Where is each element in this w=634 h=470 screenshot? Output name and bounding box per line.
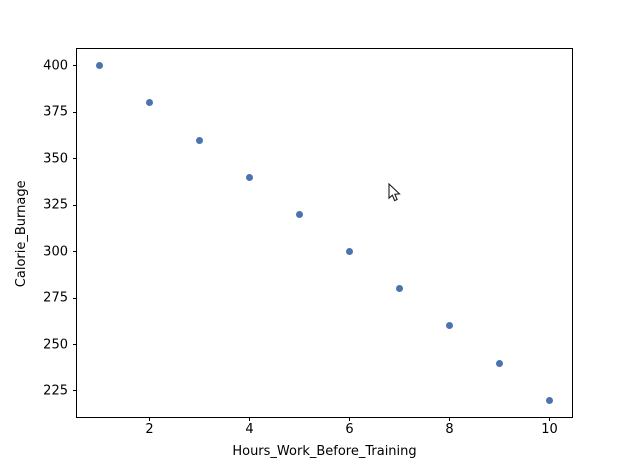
scatter-point [396, 285, 403, 293]
y-tick-mark [73, 390, 77, 392]
scatter-points-layer [77, 49, 572, 417]
scatter-point [146, 99, 153, 107]
x-tick-mark [349, 417, 350, 421]
x-tick-label: 10 [541, 422, 558, 437]
x-tick-label: 4 [245, 422, 254, 437]
scatter-point [446, 322, 453, 330]
y-tick-label: 350 [43, 151, 68, 167]
x-axis-label: Hours_Work_Before_Training [232, 444, 417, 459]
scatter-point [346, 248, 353, 256]
scatter-point [546, 396, 553, 404]
y-tick-label: 225 [43, 383, 68, 399]
scatter-point [196, 136, 203, 144]
x-axis-ticks-layer: 2 4 6 8 10 [77, 49, 572, 436]
y-tick-mark [73, 251, 77, 253]
y-tick-label: 400 [43, 58, 68, 74]
y-tick-mark [73, 344, 77, 345]
y-tick-label: 375 [43, 104, 68, 120]
plot-area: 225 250 275 300 325 350 375 400 2 4 6 8 10 [43, 48, 573, 436]
x-tick-mark [249, 417, 250, 421]
y-tick-mark [73, 65, 77, 67]
x-tick-label: 2 [145, 422, 154, 437]
y-axis-ticks-layer: 225 250 275 300 325 350 375 400 [43, 49, 572, 417]
x-tick-label: 6 [345, 422, 354, 437]
y-axis-label: Calorie_Burnage [14, 180, 30, 288]
y-tick-label: 275 [43, 290, 68, 306]
y-tick-label: 250 [43, 337, 68, 352]
scatter-point [496, 359, 503, 367]
scatter-point [246, 173, 253, 181]
x-tick-label: 8 [445, 422, 454, 437]
x-tick-mark [549, 417, 550, 421]
scatter-point [296, 210, 303, 218]
y-tick-mark [73, 297, 77, 299]
scatter-point [96, 62, 103, 70]
y-tick-mark [73, 204, 77, 206]
y-tick-label: 300 [43, 244, 68, 260]
y-tick-label: 325 [43, 197, 68, 213]
x-tick-mark [149, 417, 150, 421]
y-tick-mark [73, 111, 77, 113]
x-tick-mark [449, 417, 450, 421]
y-tick-mark [73, 158, 77, 160]
